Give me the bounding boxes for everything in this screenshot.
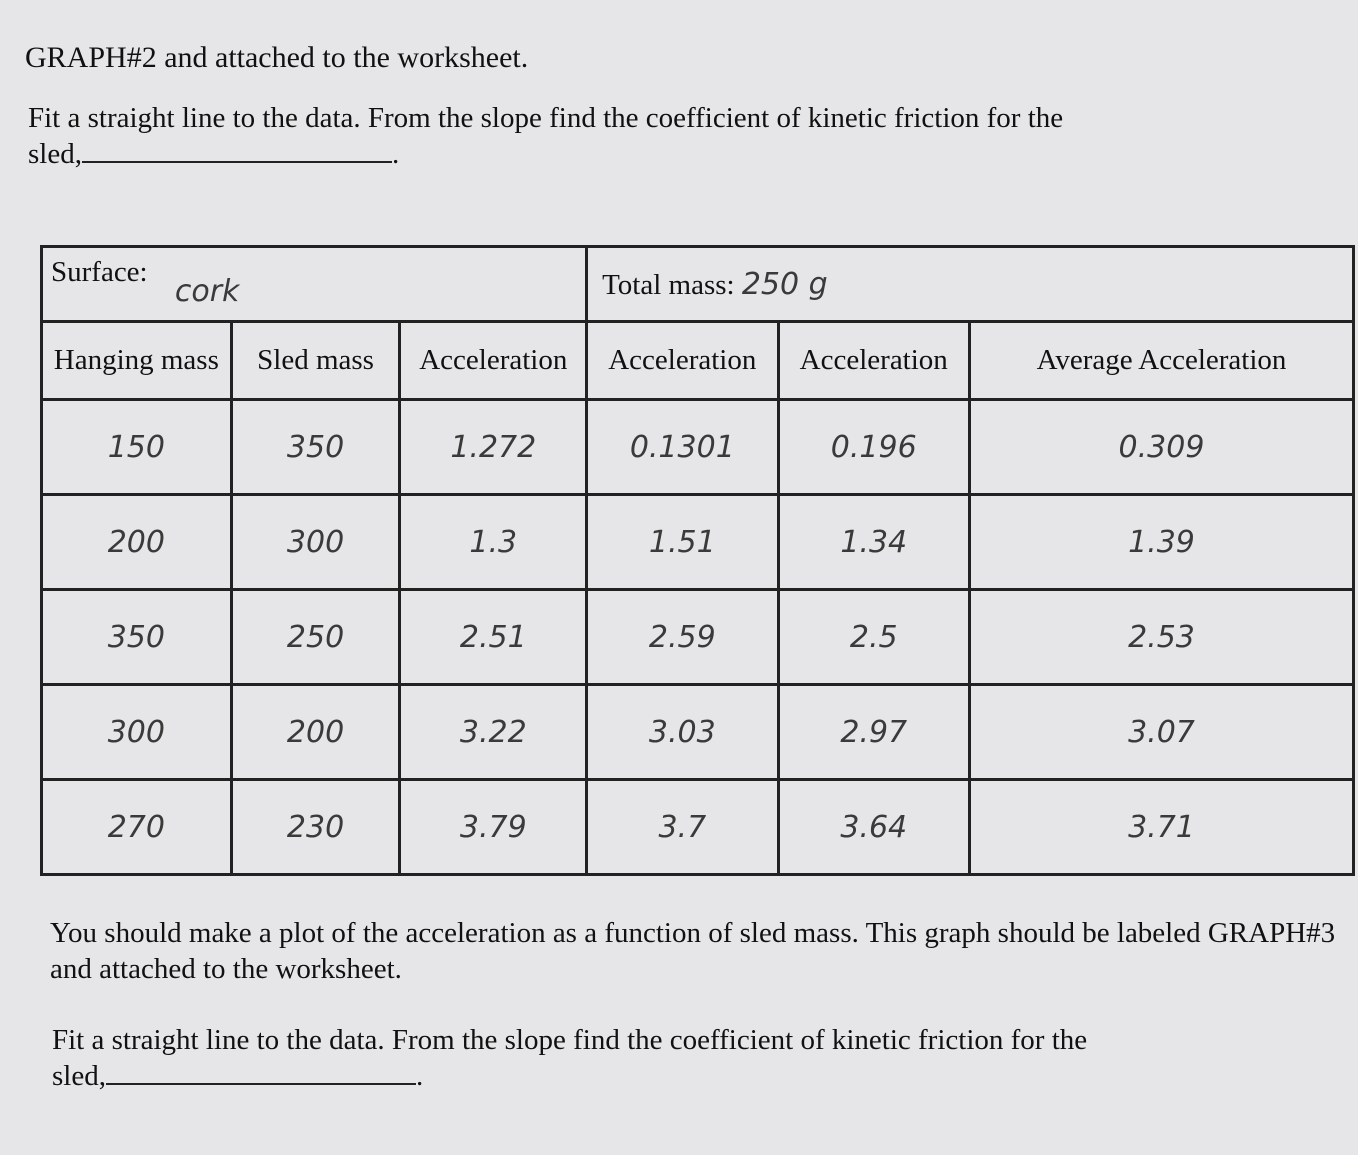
column-header: Acceleration [776,320,971,401]
data-row: 150 350 1.272 0.1301 0.196 0.309 [40,398,1356,496]
handwritten-value: 2.97 [776,683,971,781]
instruction: You should make a plot of the accelerati… [50,917,1336,985]
data-row: 350 250 2.51 2.59 2.5 2.53 [40,588,1356,686]
column-header: Sled mass [229,320,402,401]
handwritten-value: 2.59 [585,588,780,686]
handwritten-value: 250 [229,588,402,686]
instruction: Fit a straight line to the data. From th… [28,100,1228,172]
surface-cell: Surface: cork [39,245,589,323]
handwritten: 250 g [741,266,828,302]
handwritten-value: 200 [40,493,233,591]
handwritten-value: 2.51 [398,588,589,686]
handwritten: cork [174,274,240,309]
data-table: Surface: cork Total mass: 250 g Hanging … [39,245,1356,876]
answer-blank [105,1063,416,1085]
handwritten-value: 230 [229,778,402,876]
handwritten-value: 3.71 [967,778,1356,876]
handwritten-value: 200 [229,683,402,781]
handwritten-value: 350 [229,398,402,496]
column-header: Hanging mass [40,320,233,401]
text: . [415,1060,424,1092]
column-header: Acceleration [585,320,780,401]
handwritten-value: 0.1301 [585,398,780,496]
text: . [391,138,400,170]
handwritten-value: 150 [40,398,233,496]
instruction: Fit a straight line to the data. From th… [52,1022,1252,1094]
label: Surface: [51,256,148,288]
handwritten-value: 2.53 [967,588,1356,686]
mass-cell: Total mass: 250 g [585,245,1355,323]
handwritten-value: 2.5 [776,588,971,686]
handwritten-value: 3.64 [776,778,971,876]
handwritten-value: 1.39 [967,493,1356,591]
handwritten-value: 0.196 [776,398,971,496]
data-row: 200 300 1.3 1.51 1.34 1.39 [40,493,1356,591]
handwritten-value: 1.51 [585,493,780,591]
instruction: GRAPH#2 and attached to the worksheet. [25,41,529,74]
handwritten-value: 3.07 [967,683,1356,781]
text: Fit a straight line to the data. From th… [28,102,1064,134]
handwritten-value: 300 [40,683,233,781]
text: sled, [52,1060,106,1092]
handwritten-value: 3.03 [585,683,780,781]
answer-blank [81,141,392,163]
handwritten-value: 300 [229,493,402,591]
handwritten-value: 1.272 [398,398,589,496]
handwritten-value: 1.34 [776,493,971,591]
column-header: Average Acceleration [967,320,1356,401]
handwritten-value: 350 [40,588,233,686]
text: Fit a straight line to the data. From th… [52,1024,1088,1056]
column-header: Acceleration [398,320,589,401]
data-row: 300 200 3.22 3.03 2.97 3.07 [40,683,1356,781]
handwritten-value: 0.309 [967,398,1356,496]
header-row: Hanging mass Sled mass Acceleration Acceler… [40,320,1356,401]
handwritten-value: 3.7 [585,778,780,876]
handwritten-value: 1.3 [398,493,589,591]
handwritten-value: 3.79 [398,778,589,876]
data-row: 270 230 3.79 3.7 3.64 3.71 [40,778,1356,876]
text: sled, [28,138,82,170]
handwritten-value: 3.22 [398,683,589,781]
handwritten-value: 270 [40,778,233,876]
label: Total mass: [602,268,735,301]
